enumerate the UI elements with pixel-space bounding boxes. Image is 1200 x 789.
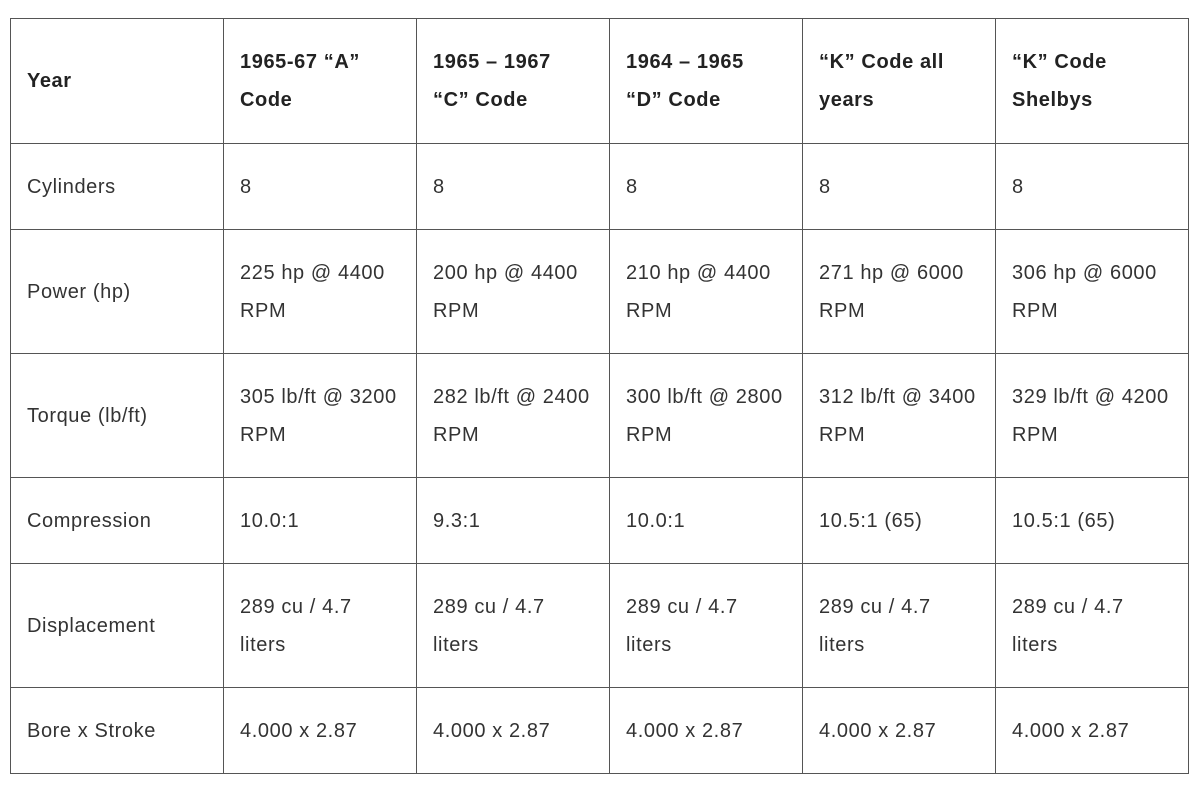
table-cell: 289 cu / 4.7 liters xyxy=(416,563,610,688)
cell-text: Torque (lb/ft) xyxy=(27,404,148,427)
header-cell: Year xyxy=(10,18,224,144)
cell-text: 1965-67 “A” Code xyxy=(240,51,360,111)
cell-text: 289 cu / 4.7 liters xyxy=(433,595,545,656)
table-row: Cylinders 8 8 8 8 8 xyxy=(10,143,1189,230)
cell-text: 200 hp @ 4400 RPM xyxy=(433,261,578,322)
cell-text: Year xyxy=(27,70,72,92)
cell-text: 10.5:1 (65) xyxy=(819,509,923,532)
table-cell: 225 hp @ 4400 RPM xyxy=(223,229,417,354)
cell-text: 10.0:1 xyxy=(240,509,300,532)
cell-text: 8 xyxy=(626,175,638,198)
cell-text: 4.000 x 2.87 xyxy=(626,719,744,742)
cell-text: 289 cu / 4.7 liters xyxy=(240,595,352,656)
table-cell: 8 xyxy=(416,143,610,230)
cell-text: 9.3:1 xyxy=(433,509,481,532)
cell-text: 210 hp @ 4400 RPM xyxy=(626,261,771,322)
row-label: Cylinders xyxy=(10,143,224,230)
cell-text: 289 cu / 4.7 liters xyxy=(819,595,931,656)
table-cell: 200 hp @ 4400 RPM xyxy=(416,229,610,354)
row-label: Compression xyxy=(10,477,224,564)
cell-text: 282 lb/ft @ 2400 RPM xyxy=(433,385,590,446)
table-body: Cylinders 8 8 8 8 8 Power (hp) 225 hp @ 4400 RP… xyxy=(10,143,1189,774)
cell-text: 271 hp @ 6000 RPM xyxy=(819,261,964,322)
cell-text: 10.5:1 (65) xyxy=(1012,509,1116,532)
row-label: Displacement xyxy=(10,563,224,688)
header-cell: 1964 – 1965 “D” Code xyxy=(609,18,803,144)
table-cell: 4.000 x 2.87 xyxy=(609,687,803,774)
table-cell: 10.0:1 xyxy=(223,477,417,564)
cell-text: 4.000 x 2.87 xyxy=(240,719,358,742)
table-cell: 10.5:1 (65) xyxy=(995,477,1189,564)
row-label: Power (hp) xyxy=(10,229,224,354)
table-cell: 9.3:1 xyxy=(416,477,610,564)
table-cell: 306 hp @ 6000 RPM xyxy=(995,229,1189,354)
cell-text: Bore x Stroke xyxy=(27,719,156,742)
cell-text: 312 lb/ft @ 3400 RPM xyxy=(819,385,976,446)
table-cell: 289 cu / 4.7 liters xyxy=(995,563,1189,688)
table-cell: 210 hp @ 4400 RPM xyxy=(609,229,803,354)
table-cell: 8 xyxy=(802,143,996,230)
cell-text: Compression xyxy=(27,509,152,532)
row-label: Bore x Stroke xyxy=(10,687,224,774)
table-row: Displacement 289 cu / 4.7 liters 289 cu / … xyxy=(10,563,1189,688)
cell-text: Power (hp) xyxy=(27,280,131,303)
table-cell: 10.0:1 xyxy=(609,477,803,564)
cell-text: 8 xyxy=(819,175,831,198)
table-cell: 8 xyxy=(609,143,803,230)
table-cell: 282 lb/ft @ 2400 RPM xyxy=(416,353,610,478)
table-cell: 8 xyxy=(223,143,417,230)
table-cell: 4.000 x 2.87 xyxy=(223,687,417,774)
cell-text: Cylinders xyxy=(27,175,116,198)
table-cell: 312 lb/ft @ 3400 RPM xyxy=(802,353,996,478)
header-cell: 1965 – 1967 “C” Code xyxy=(416,18,610,144)
table-cell: 289 cu / 4.7 liters xyxy=(223,563,417,688)
table-cell: 329 lb/ft @ 4200 RPM xyxy=(995,353,1189,478)
cell-text: 4.000 x 2.87 xyxy=(1012,719,1130,742)
header-cell: “K” Code Shelbys xyxy=(995,18,1189,144)
cell-text: Displacement xyxy=(27,614,156,637)
cell-text: 1965 – 1967 “C” Code xyxy=(433,51,551,111)
table-cell: 4.000 x 2.87 xyxy=(802,687,996,774)
cell-text: 289 cu / 4.7 liters xyxy=(1012,595,1124,656)
table-cell: 271 hp @ 6000 RPM xyxy=(802,229,996,354)
cell-text: 329 lb/ft @ 4200 RPM xyxy=(1012,385,1169,446)
table-cell: 300 lb/ft @ 2800 RPM xyxy=(609,353,803,478)
cell-text: 10.0:1 xyxy=(626,509,686,532)
cell-text: 8 xyxy=(1012,175,1024,198)
table-cell: 289 cu / 4.7 liters xyxy=(609,563,803,688)
cell-text: 225 hp @ 4400 RPM xyxy=(240,261,385,322)
header-cell: 1965-67 “A” Code xyxy=(223,18,417,144)
table-row: Power (hp) 225 hp @ 4400 RPM 200 hp @ 4400… xyxy=(10,229,1189,354)
cell-text: 8 xyxy=(433,175,445,198)
cell-text: 4.000 x 2.87 xyxy=(819,719,937,742)
table-cell: 8 xyxy=(995,143,1189,230)
table-cell: 4.000 x 2.87 xyxy=(995,687,1189,774)
cell-text: 305 lb/ft @ 3200 RPM xyxy=(240,385,397,446)
cell-text: 4.000 x 2.87 xyxy=(433,719,551,742)
table-cell: 4.000 x 2.87 xyxy=(416,687,610,774)
table-row: Torque (lb/ft) 305 lb/ft @ 3200 RPM 282 lb… xyxy=(10,353,1189,478)
row-label: Torque (lb/ft) xyxy=(10,353,224,478)
cell-text: 300 lb/ft @ 2800 RPM xyxy=(626,385,783,446)
table-row: Compression 10.0:1 9.3:1 10.0:1 10.5:1 (65) 1… xyxy=(10,477,1189,564)
cell-text: 289 cu / 4.7 liters xyxy=(626,595,738,656)
table-cell: 10.5:1 (65) xyxy=(802,477,996,564)
table-cell: 305 lb/ft @ 3200 RPM xyxy=(223,353,417,478)
table-cell: 289 cu / 4.7 liters xyxy=(802,563,996,688)
cell-text: 8 xyxy=(240,175,252,198)
cell-text: “K” Code all years xyxy=(819,51,944,111)
table-row: Bore x Stroke 4.000 x 2.87 4.000 x 2.87 4.0… xyxy=(10,687,1189,774)
cell-text: 1964 – 1965 “D” Code xyxy=(626,51,744,111)
spec-table: Year 1965-67 “A” Code 1965 – 1967 “C” Code… xyxy=(10,18,1189,774)
cell-text: 306 hp @ 6000 RPM xyxy=(1012,261,1157,322)
header-cell: “K” Code all years xyxy=(802,18,996,144)
header-row: Year 1965-67 “A” Code 1965 – 1967 “C” Code… xyxy=(10,18,1189,144)
cell-text: “K” Code Shelbys xyxy=(1012,51,1107,111)
